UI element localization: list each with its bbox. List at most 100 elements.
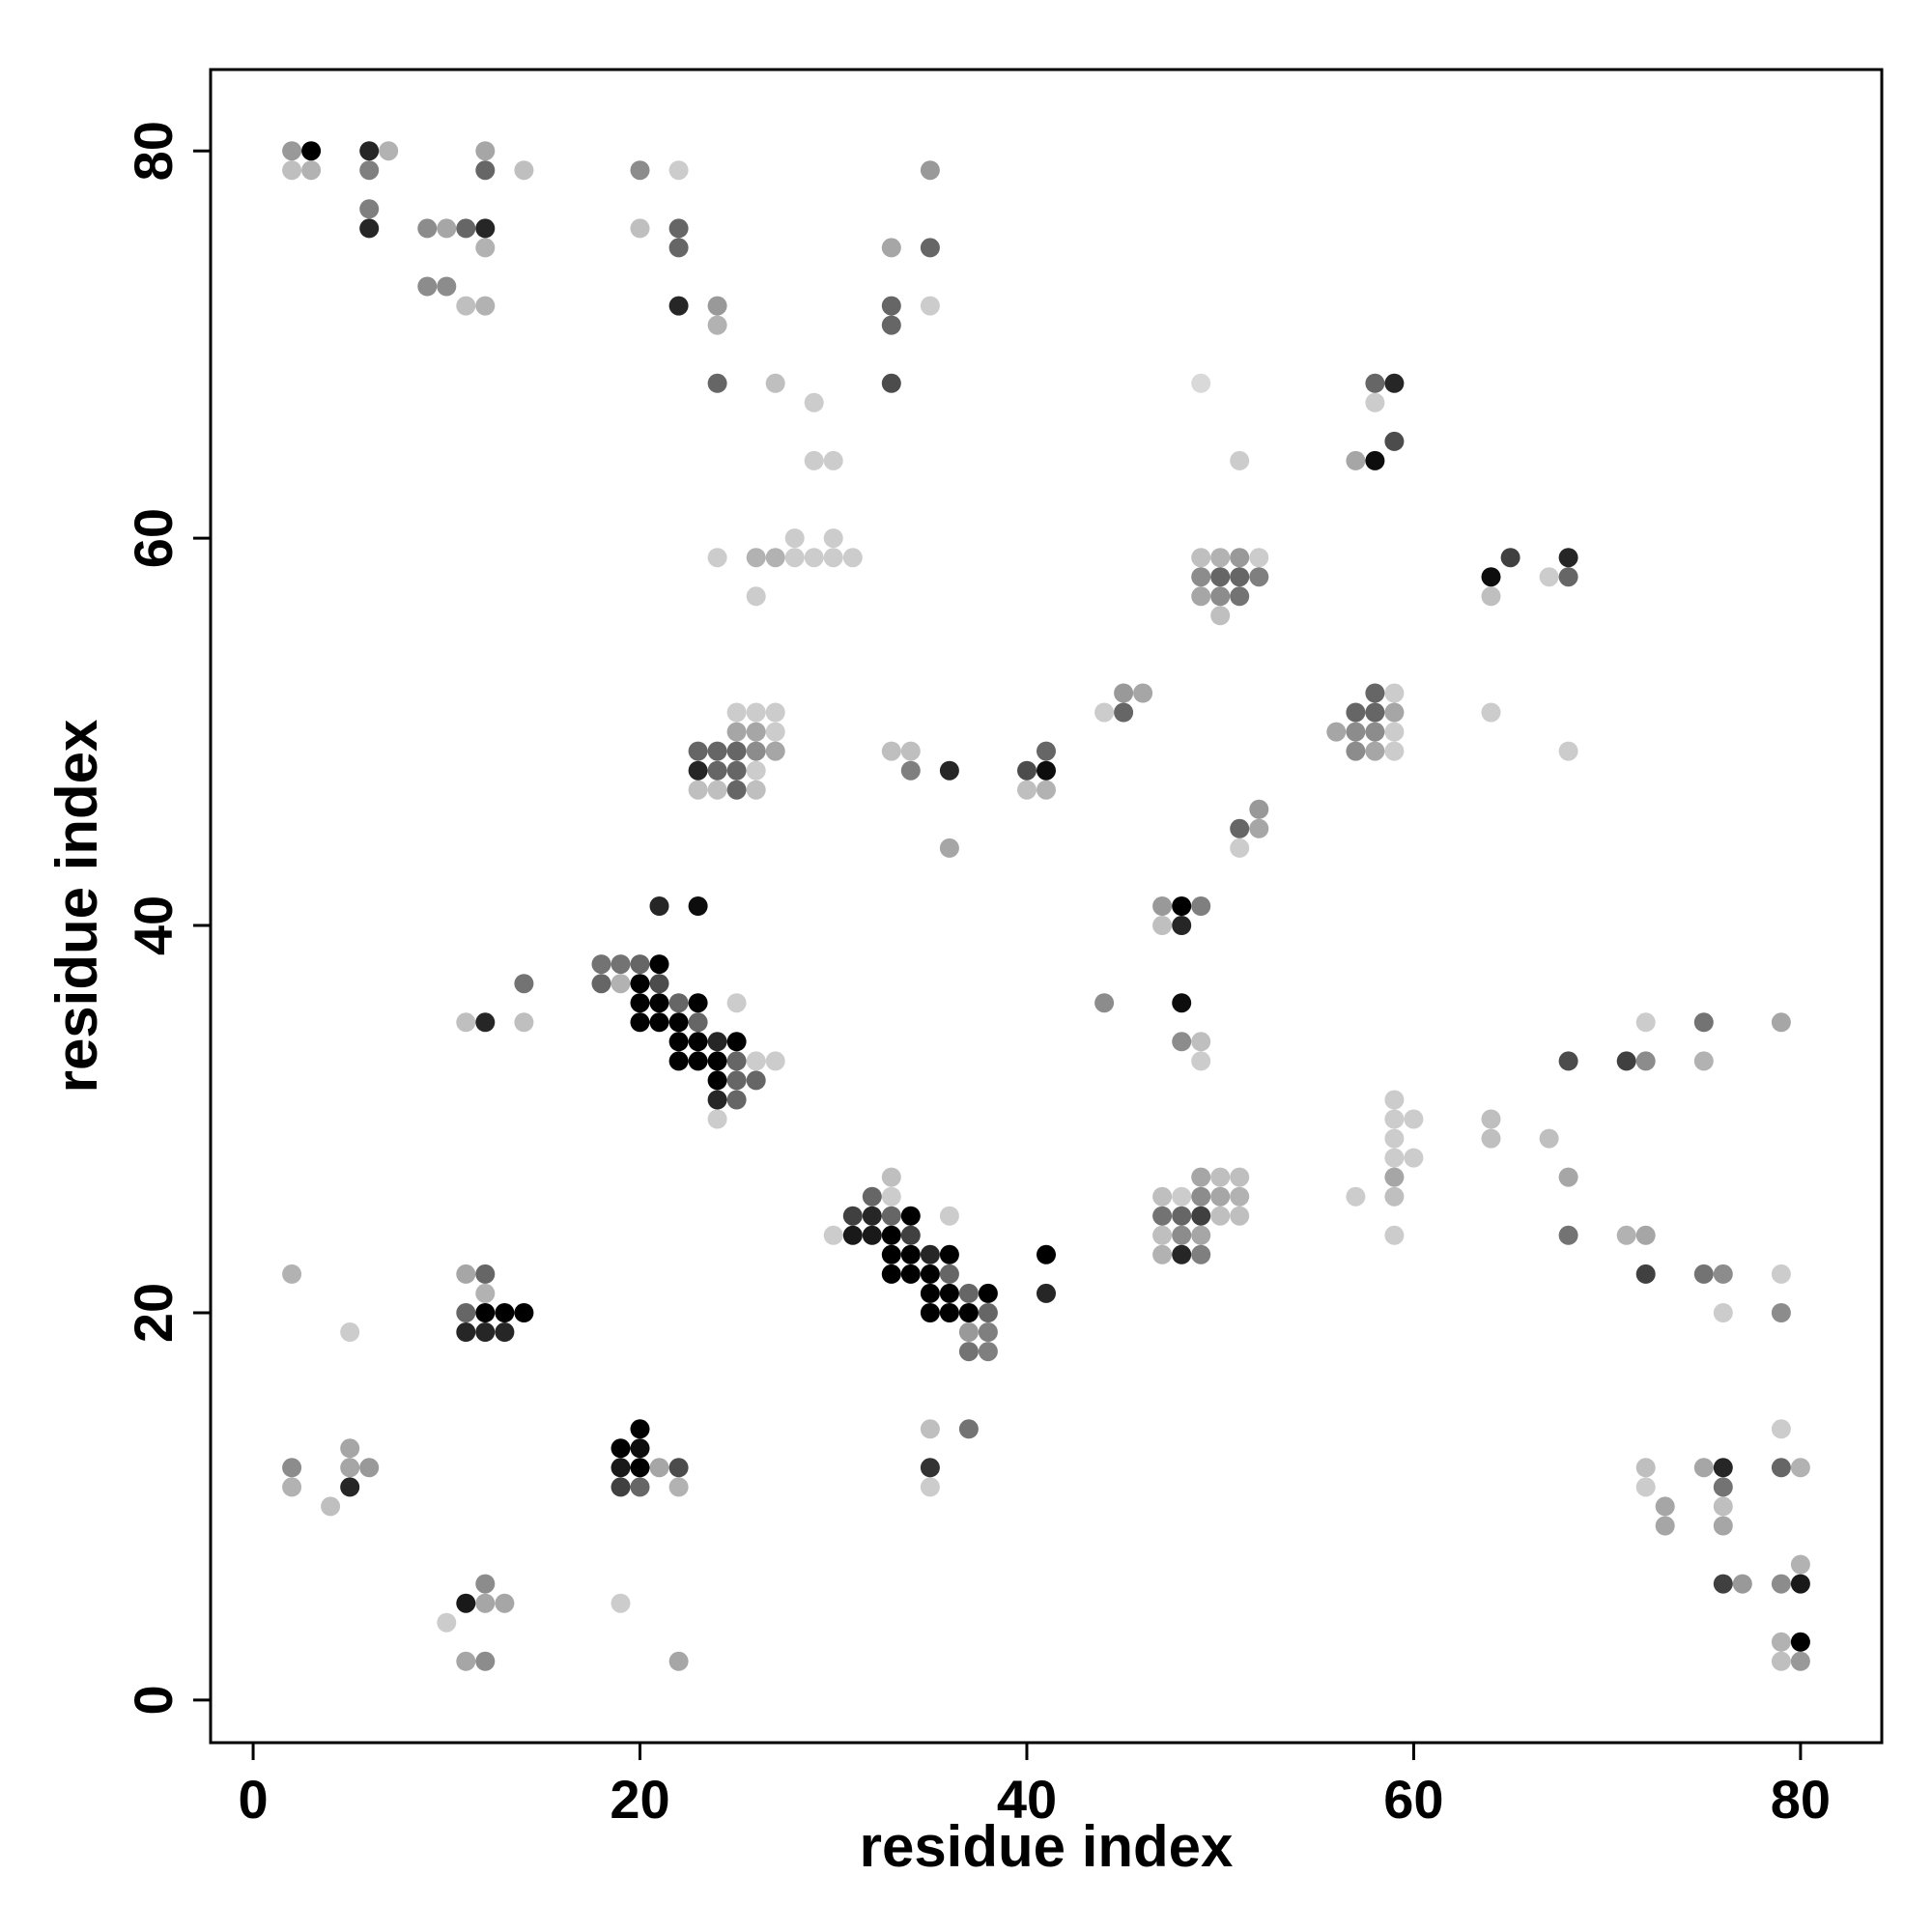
contact-point — [746, 722, 766, 742]
x-tick-label: 20 — [610, 1769, 669, 1830]
contact-point — [746, 548, 766, 568]
contact-point — [1210, 567, 1231, 587]
contact-point — [920, 1283, 940, 1303]
contact-point — [1713, 1574, 1733, 1594]
contact-point — [1384, 431, 1405, 451]
contact-point — [417, 276, 438, 297]
contact-point — [1771, 1632, 1791, 1652]
contact-point — [746, 741, 766, 761]
contact-point — [726, 702, 747, 723]
contact-point — [1384, 1109, 1405, 1129]
contact-point — [1771, 1574, 1791, 1594]
contact-point — [920, 1244, 940, 1264]
contact-point — [707, 315, 727, 335]
contact-point — [1114, 683, 1134, 703]
contact-point — [726, 780, 747, 800]
contact-point — [282, 160, 302, 181]
contact-point — [1790, 1554, 1810, 1575]
contact-point — [920, 238, 940, 258]
contact-point — [1481, 567, 1501, 587]
contact-point — [1713, 1496, 1733, 1517]
contact-point — [978, 1283, 998, 1303]
contact-point — [881, 315, 901, 335]
contact-point — [1384, 1186, 1405, 1207]
contact-point — [1790, 1574, 1810, 1594]
contact-point — [1346, 741, 1366, 761]
contact-point — [1037, 741, 1056, 761]
contact-point — [668, 1477, 689, 1497]
contact-point — [1558, 1051, 1578, 1071]
contact-point — [1384, 1128, 1405, 1149]
points-layer — [282, 141, 1810, 1671]
contact-point — [1017, 780, 1037, 800]
contact-point — [630, 1458, 650, 1478]
contact-point — [437, 1612, 457, 1633]
y-tick-label: 40 — [123, 895, 184, 955]
contact-point — [881, 238, 901, 258]
contact-point — [1384, 683, 1405, 703]
contact-point — [649, 1012, 669, 1033]
x-tick-label: 60 — [1383, 1769, 1443, 1830]
contact-point — [456, 296, 476, 316]
contact-point — [1172, 1225, 1192, 1245]
contact-point — [456, 1303, 476, 1322]
contact-point — [668, 1012, 689, 1033]
contact-point — [1191, 548, 1211, 568]
contact-point — [1635, 1477, 1656, 1497]
contact-point — [1230, 450, 1250, 470]
contact-point — [611, 1458, 631, 1478]
x-tick-label: 0 — [238, 1769, 268, 1830]
contact-point — [340, 1322, 360, 1342]
contact-point — [1558, 1225, 1578, 1245]
contact-point — [920, 160, 940, 181]
contact-point — [1210, 548, 1231, 568]
contact-point — [1191, 1244, 1211, 1264]
contact-point — [688, 896, 708, 916]
contact-point — [958, 1419, 979, 1439]
contact-point — [726, 1032, 747, 1052]
contact-point — [1500, 548, 1520, 568]
contact-point — [630, 1477, 650, 1497]
contact-point — [1152, 1244, 1173, 1264]
contact-point — [456, 1593, 476, 1613]
contact-point — [475, 1012, 496, 1033]
contact-point — [1133, 683, 1153, 703]
contact-point — [765, 741, 785, 761]
contact-point — [668, 993, 689, 1013]
contact-point — [707, 548, 727, 568]
contact-point — [1481, 702, 1501, 723]
contact-point — [823, 548, 843, 568]
contact-point — [591, 954, 611, 975]
contact-point — [1635, 1012, 1656, 1033]
contact-point — [939, 1244, 959, 1264]
contact-point — [1635, 1051, 1656, 1071]
contact-point — [1037, 780, 1056, 800]
contact-point — [668, 1458, 689, 1478]
contact-point — [1558, 567, 1578, 587]
contact-point — [1152, 1206, 1173, 1226]
contact-point — [301, 141, 322, 161]
contact-point — [920, 1458, 940, 1478]
contact-point — [649, 1458, 669, 1478]
contact-point — [1384, 1090, 1405, 1110]
contact-point — [881, 1167, 901, 1187]
contact-point — [1210, 1167, 1231, 1187]
contact-point — [1172, 1206, 1192, 1226]
contact-point — [668, 218, 689, 239]
contact-point — [630, 1012, 650, 1033]
x-axis-label: residue index — [860, 1814, 1234, 1879]
contact-point — [1191, 1225, 1211, 1245]
contact-point — [1191, 586, 1211, 607]
contact-point — [282, 1477, 302, 1497]
contact-point — [1172, 896, 1192, 916]
contact-point — [340, 1477, 360, 1497]
contact-point — [1693, 1012, 1714, 1033]
contact-point — [630, 1419, 650, 1439]
contact-point — [900, 741, 921, 761]
contact-point — [939, 760, 959, 781]
contact-point — [784, 528, 805, 549]
contact-point — [340, 1458, 360, 1478]
contact-point — [668, 1651, 689, 1671]
contact-point — [900, 1244, 921, 1264]
contact-point — [1326, 722, 1347, 742]
